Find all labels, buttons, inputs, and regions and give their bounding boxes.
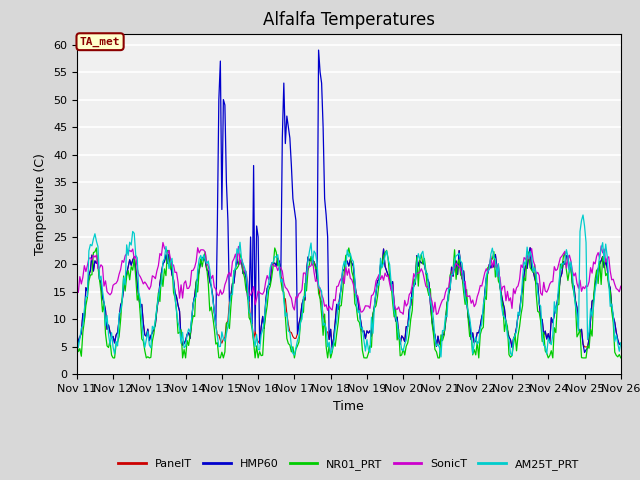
SonicT [617, 283, 625, 289]
SonicT [384, 273, 392, 278]
NR01_PRT [386, 274, 394, 280]
PanelT [526, 245, 534, 251]
SonicT [176, 295, 184, 301]
Y-axis label: Temperature (C): Temperature (C) [35, 153, 47, 255]
AM25T_PRT [88, 243, 96, 249]
SonicT [159, 240, 167, 245]
AM25T_PRT [401, 341, 408, 347]
AM25T_PRT [383, 248, 390, 254]
SonicT [88, 257, 96, 263]
SonicT [415, 270, 422, 276]
SonicT [73, 289, 81, 295]
X-axis label: Time: Time [333, 400, 364, 413]
HMP60 [403, 324, 410, 329]
PanelT [328, 344, 336, 350]
AM25T_PRT [617, 340, 625, 346]
HMP60 [580, 349, 588, 355]
HMP60 [315, 47, 323, 53]
NR01_PRT [554, 302, 561, 308]
PanelT [403, 324, 410, 329]
Line: PanelT: PanelT [77, 248, 621, 347]
PanelT [73, 329, 81, 335]
NR01_PRT [177, 327, 185, 333]
HMP60 [88, 252, 96, 258]
PanelT [554, 299, 561, 304]
SonicT [554, 266, 561, 272]
HMP60 [174, 302, 182, 308]
Title: Alfalfa Temperatures: Alfalfa Temperatures [263, 11, 435, 29]
Line: NR01_PRT: NR01_PRT [77, 248, 621, 358]
PanelT [384, 272, 392, 278]
PanelT [617, 341, 625, 347]
NR01_PRT [93, 245, 100, 251]
AM25T_PRT [174, 320, 182, 325]
HMP60 [552, 305, 559, 311]
Line: HMP60: HMP60 [77, 50, 621, 352]
NR01_PRT [617, 355, 625, 360]
Text: TA_met: TA_met [80, 36, 120, 47]
SonicT [403, 303, 410, 309]
HMP60 [384, 272, 392, 278]
Legend: PanelT, HMP60, NR01_PRT, SonicT, AM25T_PRT: PanelT, HMP60, NR01_PRT, SonicT, AM25T_P… [114, 455, 584, 475]
NR01_PRT [88, 272, 96, 277]
Line: SonicT: SonicT [77, 242, 621, 314]
AM25T_PRT [437, 354, 445, 360]
AM25T_PRT [552, 310, 559, 316]
HMP60 [617, 341, 625, 347]
SonicT [433, 312, 440, 317]
AM25T_PRT [413, 262, 420, 268]
HMP60 [73, 329, 81, 335]
PanelT [415, 263, 422, 269]
NR01_PRT [73, 340, 81, 346]
Line: AM25T_PRT: AM25T_PRT [77, 215, 621, 357]
PanelT [174, 302, 182, 308]
NR01_PRT [404, 340, 412, 346]
AM25T_PRT [579, 212, 587, 218]
NR01_PRT [109, 355, 117, 361]
HMP60 [415, 263, 422, 269]
AM25T_PRT [73, 333, 81, 338]
NR01_PRT [416, 257, 424, 263]
PanelT [88, 252, 96, 258]
